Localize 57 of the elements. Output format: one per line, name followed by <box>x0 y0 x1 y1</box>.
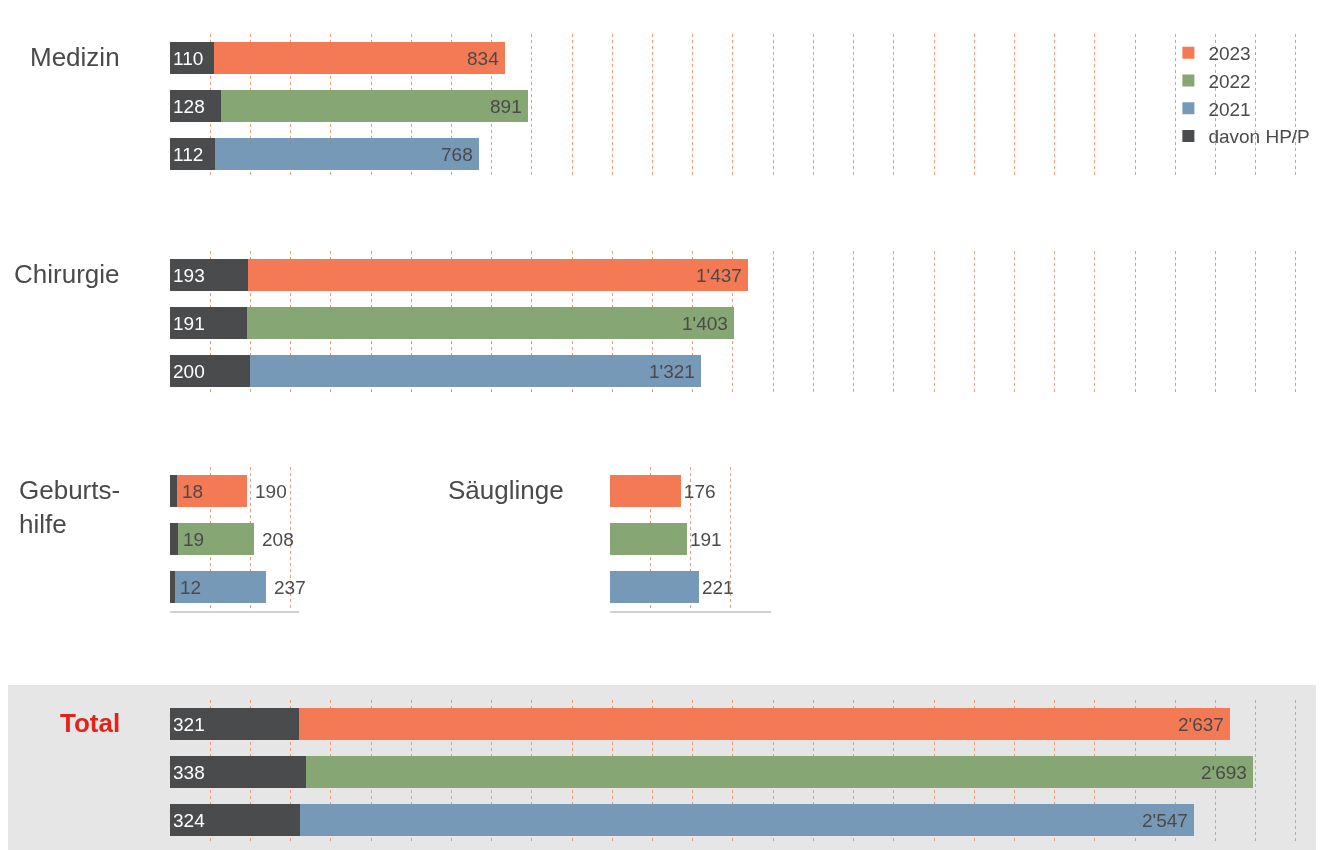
bar <box>170 755 306 789</box>
bar <box>177 522 254 556</box>
data-label: 338 <box>173 761 205 783</box>
total-label: 768 <box>441 144 473 165</box>
data-label: 128 <box>173 95 205 117</box>
chart-title: Medizin <box>30 42 120 72</box>
legend-label: davon HP/P <box>1208 126 1310 148</box>
bar <box>170 306 247 340</box>
legend-label: 2022 <box>1208 70 1251 92</box>
bar <box>250 354 702 388</box>
bar <box>170 570 175 604</box>
data-label: 112 <box>173 143 204 165</box>
text: Geburts- hilfe <box>19 475 121 539</box>
data-label: 200 <box>173 360 205 382</box>
bar <box>247 258 748 292</box>
bar <box>177 474 247 508</box>
chart-title: Chirurgie <box>14 259 120 289</box>
total-label: 1'437 <box>696 265 742 286</box>
total-label: 2'547 <box>1142 810 1188 831</box>
bar <box>174 570 266 604</box>
legend-label: 2023 <box>1208 43 1251 65</box>
data-label: 324 <box>173 809 206 831</box>
total-label: 891 <box>490 96 522 117</box>
bar <box>221 89 529 123</box>
total-label: 190 <box>255 481 287 502</box>
bar <box>170 803 301 837</box>
total-label: 2'693 <box>1201 762 1247 783</box>
total-label: 1'321 <box>649 361 695 382</box>
legend-label: 2021 <box>1208 98 1251 120</box>
bar <box>300 803 1195 837</box>
bar <box>170 258 248 292</box>
total-label: 237 <box>274 577 306 598</box>
bar <box>215 137 479 171</box>
total-label: 2'637 <box>1178 714 1224 735</box>
data-label: 321 <box>173 713 205 735</box>
data-label: 221 <box>701 576 734 598</box>
data-label: 12 <box>180 577 202 598</box>
data-label: 193 <box>173 264 205 286</box>
bar <box>170 354 251 388</box>
chart-title: Säuglinge <box>448 475 564 505</box>
data-label: 18 <box>182 481 204 502</box>
data-label: 191 <box>689 528 722 550</box>
bar <box>246 306 735 340</box>
data-label: 191 <box>173 312 205 334</box>
bar <box>170 707 300 741</box>
bar <box>305 755 1253 789</box>
chart-title: Total <box>60 708 121 738</box>
data-label: 176 <box>683 480 716 502</box>
data-label: 19 <box>183 529 205 550</box>
bar <box>299 707 1231 741</box>
bar <box>214 41 506 75</box>
total-label: 208 <box>262 529 294 550</box>
bar <box>170 474 178 508</box>
bar <box>170 522 178 556</box>
total-label: 1'403 <box>682 313 728 334</box>
data-label: 110 <box>173 47 204 69</box>
total-label: 834 <box>467 48 500 69</box>
